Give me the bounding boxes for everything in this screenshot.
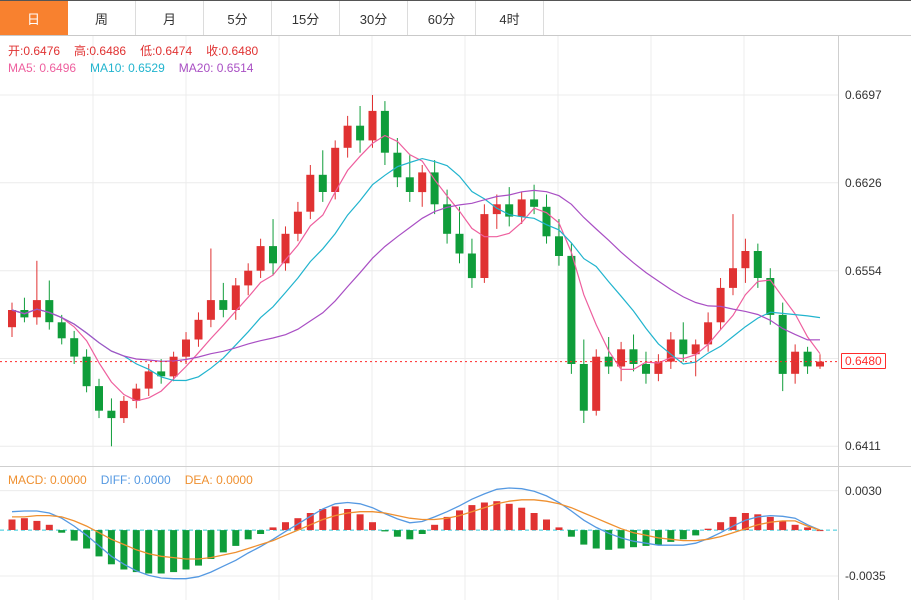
macd-canvas[interactable] <box>0 467 838 600</box>
tab-interval-2[interactable]: 周 <box>68 1 136 35</box>
tab-interval-5[interactable]: 15分 <box>272 1 340 35</box>
price-axis-label: 0.6411 <box>845 439 881 453</box>
price-axis: 0.6697 0.6626 0.6554 0.6411 0.0030 -0.0035 0.6… <box>838 36 911 600</box>
chart-area: 0.6697 0.6626 0.6554 0.6411 0.0030 -0.0035 0.6… <box>0 36 911 600</box>
macd-legend: MACD: 0.0000 DIFF: 0.0000 DEA: 0.0000 <box>8 473 253 487</box>
ohlc-readout: 开:0.6476 高:0.6486 低:0.6474 收:0.6480 <box>8 42 258 59</box>
low-value: 低:0.6474 <box>140 44 193 58</box>
tab-interval-4[interactable]: 5分 <box>204 1 272 35</box>
ma5-value: MA5: 0.6496 <box>8 61 77 75</box>
interval-tabs: 日周月 5分 15分 30分 60分 4时 <box>0 1 911 36</box>
macd-value: MACD: 0.0000 <box>8 473 87 487</box>
high-value: 高:0.6486 <box>74 44 127 58</box>
dea-value: DEA: 0.0000 <box>184 473 253 487</box>
tab-interval-1[interactable]: 日 <box>0 1 68 35</box>
macd-axis-label: -0.0035 <box>845 569 886 583</box>
price-axis-label: 0.6697 <box>845 88 882 102</box>
open-value: 开:0.6476 <box>8 44 61 58</box>
ma-legend: MA5: 0.6496 MA10: 0.6529 MA20: 0.6514 <box>8 61 253 75</box>
ma10-value: MA10: 0.6529 <box>90 61 165 75</box>
main-chart-canvas[interactable] <box>0 36 838 466</box>
tab-interval-8[interactable]: 4时 <box>476 1 544 35</box>
current-price-tag: 0.6480 <box>841 353 886 369</box>
price-axis-label: 0.6626 <box>845 176 882 190</box>
price-axis-label: 0.6554 <box>845 264 882 278</box>
diff-value: DIFF: 0.0000 <box>100 473 171 487</box>
tab-interval-7[interactable]: 60分 <box>408 1 476 35</box>
macd-axis-label: 0.0030 <box>845 484 882 498</box>
ma20-value: MA20: 0.6514 <box>178 61 254 75</box>
tab-interval-3[interactable]: 月 <box>136 1 204 35</box>
panel-divider <box>0 466 911 467</box>
tab-interval-6[interactable]: 30分 <box>340 1 408 35</box>
close-value: 收:0.6480 <box>206 44 259 58</box>
